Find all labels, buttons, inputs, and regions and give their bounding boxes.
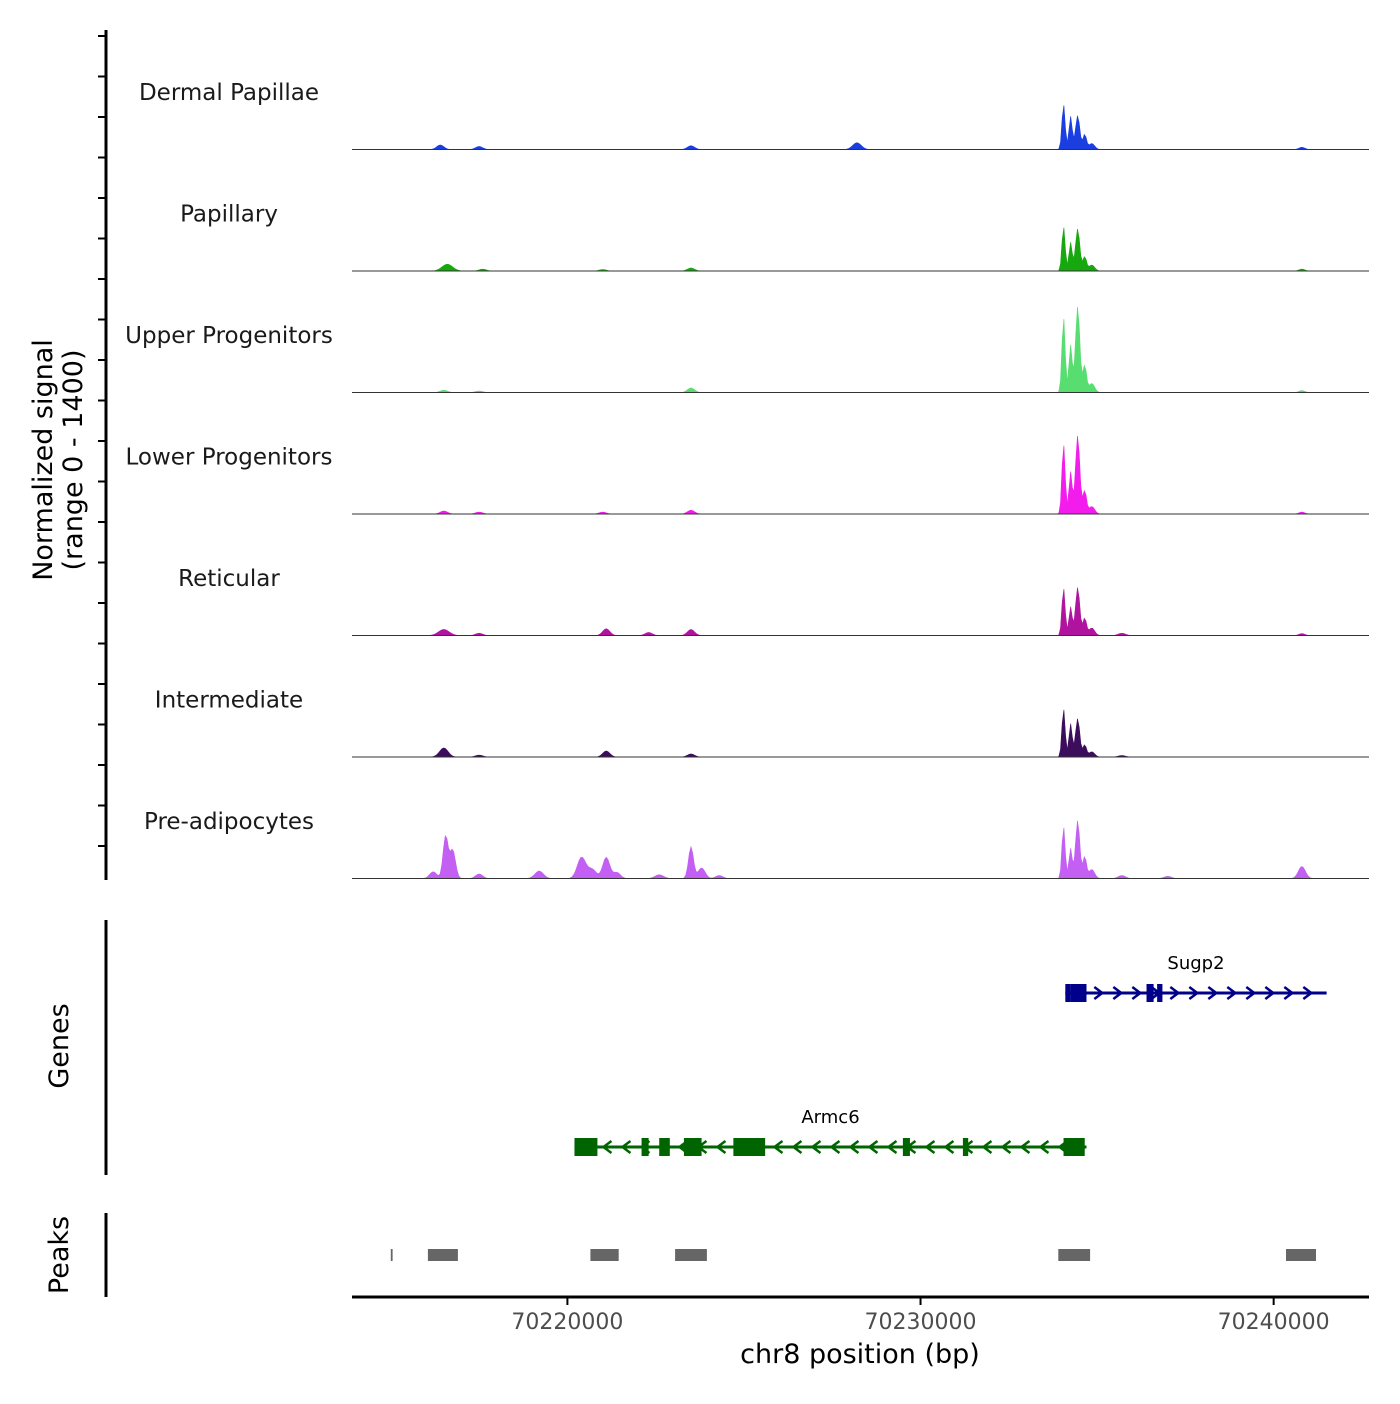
track-label: Reticular <box>178 566 280 592</box>
track-label: Lower Progenitors <box>126 445 333 471</box>
peak-region <box>1058 1249 1091 1261</box>
track-label: Intermediate <box>155 688 303 714</box>
strand-arrow <box>924 1140 936 1154</box>
strand-arrow <box>1131 986 1143 1000</box>
strand-arrow <box>601 1140 613 1154</box>
signal-y-ticks <box>98 35 106 847</box>
strand-arrow <box>1264 986 1276 1000</box>
strand-arrow <box>981 1140 993 1154</box>
strand-arrow <box>1000 1140 1012 1154</box>
gene-exon <box>733 1138 766 1156</box>
signal-tracks: Dermal Papillae Papillary Upper Progenitor… <box>125 80 1369 879</box>
gene-exon <box>1070 984 1087 1002</box>
gene-exon <box>1146 984 1154 1002</box>
track-signal-area <box>352 820 1369 879</box>
strand-arrow <box>1093 986 1105 1000</box>
track-dermal-papillae: Dermal Papillae <box>139 80 1369 150</box>
strand-arrow <box>1283 986 1295 1000</box>
peak-regions <box>390 1249 1316 1261</box>
track-signal-area <box>352 435 1369 515</box>
peak-region <box>1286 1249 1316 1261</box>
strand-arrow <box>620 1140 632 1154</box>
strand-arrow <box>1188 986 1200 1000</box>
track-signal-area <box>352 709 1369 758</box>
track-upper-progenitors: Upper Progenitors <box>125 306 1369 393</box>
y-axis-title: Normalized signal <box>28 339 59 581</box>
gene-exon <box>659 1138 670 1156</box>
peak-region <box>390 1249 393 1261</box>
gene-exon <box>1063 1138 1085 1156</box>
track-signal-area <box>352 306 1369 393</box>
gene-exon <box>902 1138 910 1156</box>
peaks-panel-title: Peaks <box>44 1216 75 1294</box>
track-signal-area <box>352 227 1369 272</box>
strand-arrow <box>1112 986 1124 1000</box>
gene-exon <box>683 1138 702 1156</box>
gene-annotations: Sugp2 Armc6 <box>574 953 1327 1156</box>
gene-exon <box>1065 984 1071 1002</box>
strand-arrow <box>1019 1140 1031 1154</box>
strand-arrow <box>1038 1140 1050 1154</box>
gene-exon <box>641 1138 649 1156</box>
strand-arrow <box>772 1140 784 1154</box>
strand-arrow <box>886 1140 898 1154</box>
strand-arrow <box>1226 986 1238 1000</box>
strand-arrow <box>867 1140 879 1154</box>
x-tick-label: 70240000 <box>1218 1310 1330 1335</box>
gene-label: Armc6 <box>801 1107 859 1128</box>
strand-arrow <box>1302 986 1314 1000</box>
x-axis-title: chr8 position (bp) <box>740 1339 980 1370</box>
x-axis-ticks: 70220000 70230000 70240000 <box>511 1297 1330 1335</box>
x-tick-label: 70220000 <box>511 1310 623 1335</box>
gene-armc6: Armc6 <box>574 1107 1087 1156</box>
strand-arrow <box>1169 986 1181 1000</box>
strand-arrow <box>848 1140 860 1154</box>
gene-exon <box>962 1138 969 1156</box>
track-reticular: Reticular <box>178 566 1369 636</box>
track-pre-adipocytes: Pre-adipocytes <box>144 809 1369 879</box>
gene-exon <box>1157 984 1163 1002</box>
gene-sugp2: Sugp2 <box>1065 953 1327 1002</box>
gene-label: Sugp2 <box>1167 953 1224 974</box>
track-lower-progenitors: Lower Progenitors <box>126 435 1369 515</box>
y-axis-range: (range 0 - 1400) <box>58 350 89 571</box>
peak-region <box>590 1249 619 1261</box>
peak-region <box>675 1249 707 1261</box>
track-papillary: Papillary <box>180 202 1369 272</box>
track-label: Upper Progenitors <box>125 323 333 349</box>
strand-arrow <box>1207 986 1219 1000</box>
track-signal-area <box>352 105 1369 150</box>
x-tick-label: 70230000 <box>865 1310 977 1335</box>
track-label: Papillary <box>180 202 278 228</box>
strand-arrow <box>810 1140 822 1154</box>
strand-arrow <box>829 1140 841 1154</box>
peak-region <box>427 1249 458 1261</box>
track-intermediate: Intermediate <box>155 688 1369 758</box>
strand-arrow <box>791 1140 803 1154</box>
track-label: Dermal Papillae <box>139 80 319 106</box>
gene-exon <box>574 1138 598 1156</box>
track-label: Pre-adipocytes <box>144 809 314 835</box>
strand-arrow <box>715 1140 727 1154</box>
strand-arrow <box>1245 986 1257 1000</box>
track-signal-area <box>352 587 1369 636</box>
genes-panel-title: Genes <box>44 1003 75 1088</box>
strand-arrow <box>943 1140 955 1154</box>
